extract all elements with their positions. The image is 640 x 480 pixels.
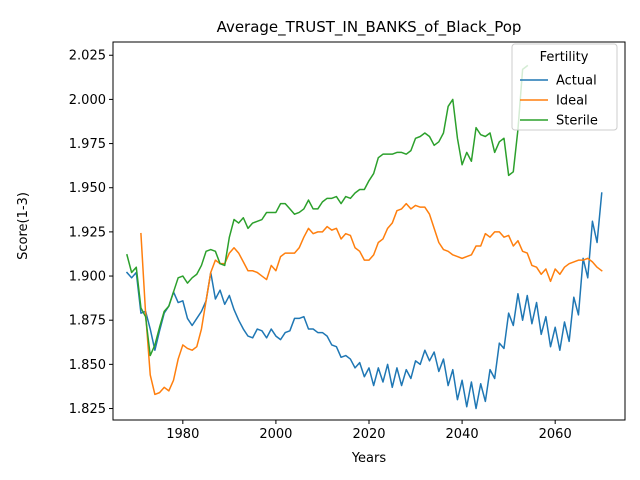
legend-title: Fertility [540,50,589,65]
y-tick-label: 1.850 [69,358,106,373]
legend-label-ideal: Ideal [556,94,588,109]
x-tick-label: 2000 [259,427,292,442]
legend-label-actual: Actual [556,74,597,89]
y-tick-label: 2.025 [69,49,106,64]
y-axis-label: Score(1-3) [16,192,31,260]
x-tick-label: 2060 [539,427,572,442]
legend: Fertility Actual Ideal Sterile [512,44,617,130]
series-line-sterile [127,66,527,356]
y-tick-label: 1.925 [69,225,106,240]
y-tick-label: 1.975 [69,137,106,152]
y-tick-label: 1.900 [69,270,106,285]
chart-title: Average_TRUST_IN_BANKS_of_Black_Pop [217,18,522,37]
x-tick-label: 2020 [352,427,385,442]
series-line-actual [127,193,602,408]
y-tick-label: 1.825 [69,402,106,417]
series-line-ideal [141,204,602,395]
y-tick-label: 1.950 [69,181,106,196]
y-tick-label: 2.000 [69,93,106,108]
y-tick-label: 1.875 [69,314,106,329]
x-tick-label: 1980 [166,427,199,442]
legend-label-sterile: Sterile [556,114,598,129]
x-axis-label: Years [351,451,387,466]
x-axis-ticks: 1980 2000 2020 2040 2060 [166,420,571,442]
y-axis-ticks: 1.825 1.850 1.875 1.900 1.925 1.950 1.975 2.000… [69,49,113,417]
x-tick-label: 2040 [446,427,479,442]
